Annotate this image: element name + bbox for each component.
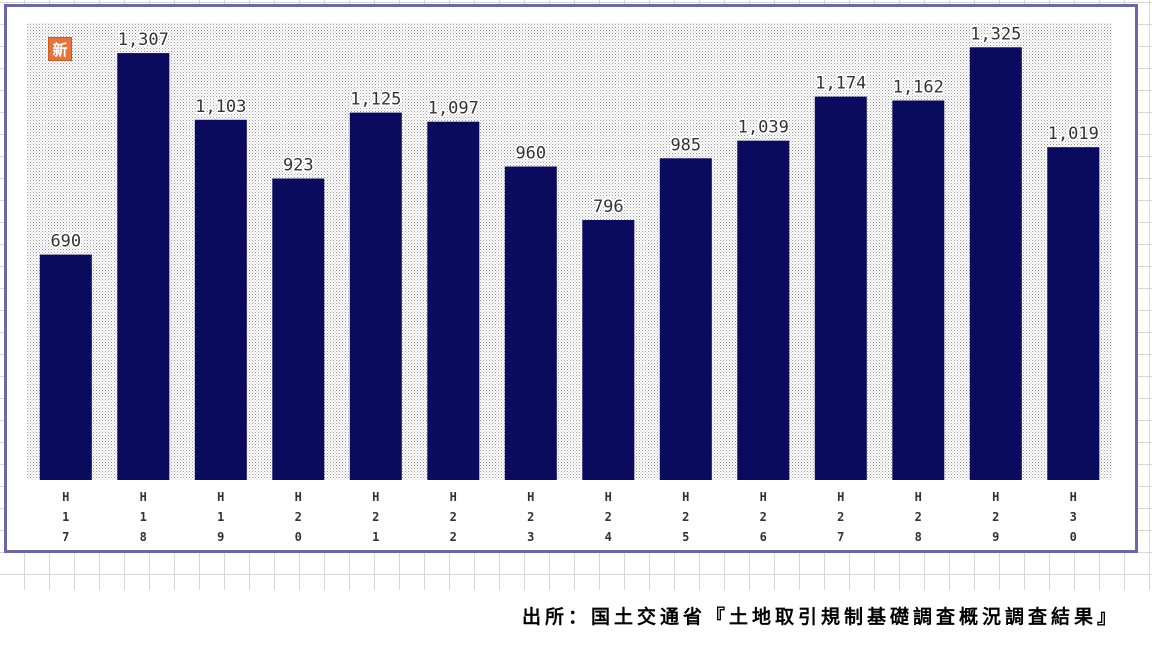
data-label-H27: 1,174: [815, 74, 866, 94]
bar-H25: [659, 158, 712, 481]
bar-H28: [892, 100, 945, 480]
bar-H23: [504, 166, 557, 480]
bar-H30: [1047, 147, 1100, 480]
data-label-H28: 1,162: [893, 78, 944, 98]
bar-H20: [272, 178, 325, 480]
bar-H29: [969, 47, 1022, 481]
data-label-H22: 1,097: [428, 99, 479, 119]
data-label-H18: 1,307: [118, 30, 169, 50]
data-label-H17: 690: [50, 232, 81, 252]
source-note: 出所：国土交通省『土地取引規制基礎調査概況調査結果』: [521, 606, 1120, 628]
new-badge: 新: [48, 37, 72, 61]
source-band: [0, 590, 1152, 648]
data-label-H23: 960: [515, 144, 546, 164]
data-label-H30: 1,019: [1048, 124, 1099, 144]
data-label-H21: 1,125: [350, 90, 401, 110]
bar-H19: [194, 119, 247, 481]
bar-H27: [814, 96, 867, 480]
bar-H24: [582, 220, 635, 480]
bar-H26: [737, 140, 790, 480]
bar-H21: [349, 112, 402, 480]
data-label-H20: 923: [283, 156, 314, 176]
data-label-H26: 1,039: [738, 118, 789, 138]
plot-area: [27, 23, 1112, 480]
data-label-H24: 796: [593, 197, 624, 217]
bar-H17: [39, 254, 92, 480]
bar-H18: [117, 53, 170, 480]
bar-chart: 690 1,307 1,103 923 1,125 1,097 960 796 985 1,039…: [27, 23, 1112, 544]
bar-H22: [427, 121, 480, 480]
data-label-H29: 1,325: [970, 24, 1021, 44]
data-label-H25: 985: [670, 135, 701, 155]
data-label-H19: 1,103: [195, 97, 246, 117]
